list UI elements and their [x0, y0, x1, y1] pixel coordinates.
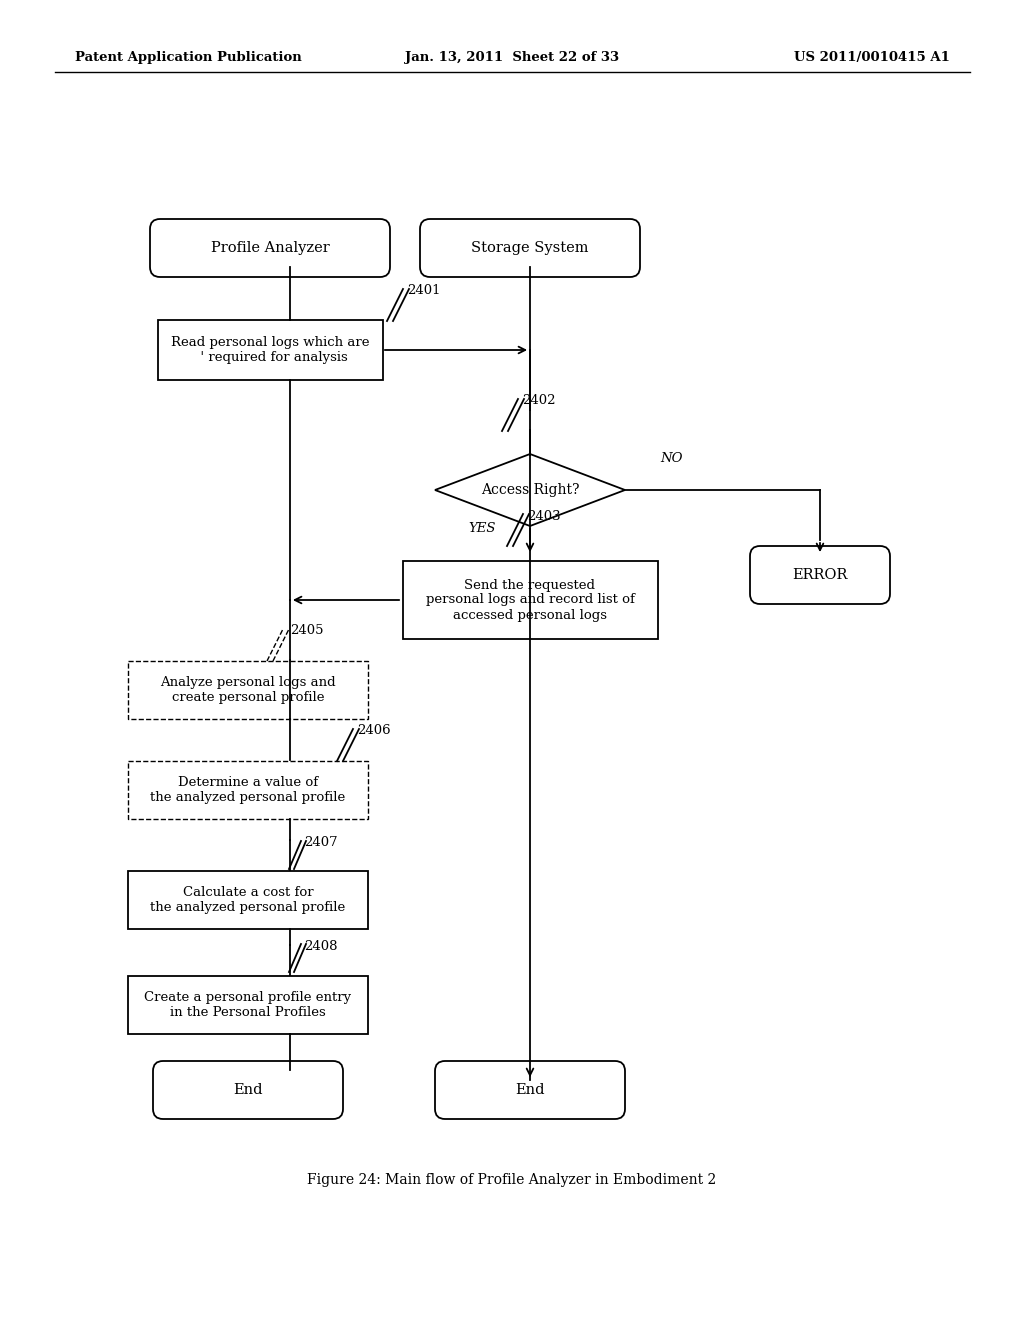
Bar: [128, 871, 368, 929]
Text: Storage System: Storage System: [471, 242, 589, 255]
Text: YES: YES: [468, 521, 496, 535]
Text: 2408: 2408: [304, 940, 338, 953]
Text: US 2011/0010415 A1: US 2011/0010415 A1: [795, 50, 950, 63]
Text: Send the requested
personal logs and record list of
accessed personal logs: Send the requested personal logs and rec…: [426, 578, 635, 622]
Text: Figure 24: Main flow of Profile Analyzer in Embodiment 2: Figure 24: Main flow of Profile Analyzer…: [307, 1173, 717, 1187]
Text: 2405: 2405: [290, 623, 324, 636]
Text: Profile Analyzer: Profile Analyzer: [211, 242, 330, 255]
Text: 2401: 2401: [407, 285, 440, 297]
Bar: [128, 762, 368, 818]
Text: End: End: [515, 1082, 545, 1097]
Text: Create a personal profile entry
in the Personal Profiles: Create a personal profile entry in the P…: [144, 991, 351, 1019]
Text: 2407: 2407: [304, 837, 338, 850]
Text: Calculate a cost for
the analyzed personal profile: Calculate a cost for the analyzed person…: [151, 886, 346, 913]
Bar: [158, 319, 383, 380]
FancyBboxPatch shape: [150, 219, 390, 277]
Text: NO: NO: [660, 451, 683, 465]
Text: ERROR: ERROR: [793, 568, 848, 582]
Text: Access Right?: Access Right?: [480, 483, 580, 498]
Polygon shape: [435, 454, 625, 525]
Text: End: End: [233, 1082, 263, 1097]
Text: Analyze personal logs and
create personal profile: Analyze personal logs and create persona…: [160, 676, 336, 704]
Text: 2402: 2402: [522, 395, 555, 408]
Text: Patent Application Publication: Patent Application Publication: [75, 50, 302, 63]
Text: Jan. 13, 2011  Sheet 22 of 33: Jan. 13, 2011 Sheet 22 of 33: [404, 50, 620, 63]
Text: 2406: 2406: [357, 725, 390, 738]
Text: Read personal logs which are
  ' required for analysis: Read personal logs which are ' required …: [171, 337, 370, 364]
FancyBboxPatch shape: [420, 219, 640, 277]
Bar: [128, 661, 368, 719]
FancyBboxPatch shape: [750, 546, 890, 605]
FancyBboxPatch shape: [153, 1061, 343, 1119]
Bar: [402, 561, 657, 639]
FancyBboxPatch shape: [435, 1061, 625, 1119]
Text: 2403: 2403: [527, 510, 560, 523]
Bar: [128, 975, 368, 1034]
Text: Determine a value of
the analyzed personal profile: Determine a value of the analyzed person…: [151, 776, 346, 804]
